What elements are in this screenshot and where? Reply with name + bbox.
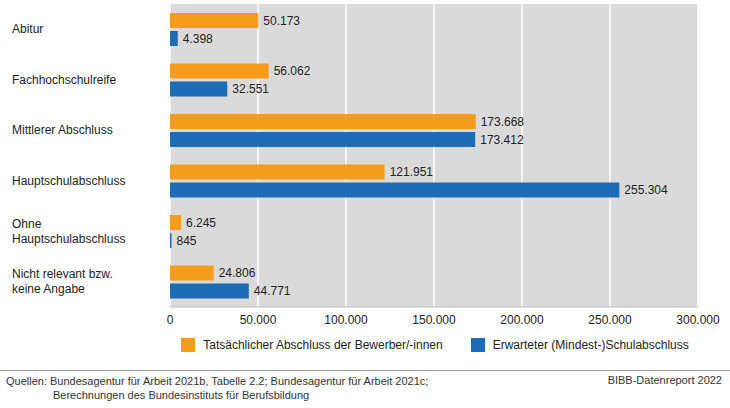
svg-text:100.000: 100.000 [324, 313, 368, 327]
svg-text:845: 845 [176, 234, 196, 248]
svg-text:OhneHauptschulabschluss: OhneHauptschulabschluss [12, 217, 125, 246]
svg-text:173.412: 173.412 [480, 133, 524, 147]
svg-text:6.245: 6.245 [186, 216, 216, 230]
svg-text:Nicht relevant bzw.keine Angab: Nicht relevant bzw.keine Angabe [12, 267, 113, 296]
svg-text:Fachhochschulreife: Fachhochschulreife [12, 73, 116, 87]
svg-text:32.551: 32.551 [232, 82, 269, 96]
svg-text:Mittlerer Abschluss: Mittlerer Abschluss [12, 123, 113, 137]
svg-text:56.062: 56.062 [274, 64, 311, 78]
svg-text:50.000: 50.000 [240, 313, 277, 327]
html-text:Erwarteter (Mindest-)Schulabsc: Erwarteter (Mindest-)Schulabschluss [492, 338, 689, 352]
svg-text:255.304: 255.304 [624, 183, 668, 197]
html-text:Quellen: Bundesagentur für Arb: Quellen: Bundesagentur für Arbeit 2021b,… [6, 375, 429, 387]
svg-text:4.398: 4.398 [183, 32, 213, 46]
html-text:Berechnungen des Bundesinstitu: Berechnungen des Bundesinstituts für Ber… [53, 389, 310, 401]
svg-text:150.000: 150.000 [412, 313, 456, 327]
svg-text:173.668: 173.668 [481, 115, 525, 129]
svg-text:0: 0 [167, 313, 174, 327]
svg-text:Abitur: Abitur [12, 22, 43, 36]
html-text:Tatsächlicher Abschluss der Be: Tatsächlicher Abschluss der Bewerber/-in… [203, 338, 443, 352]
svg-text:44.771: 44.771 [254, 284, 291, 298]
svg-text:250.000: 250.000 [588, 313, 632, 327]
html-text:BIBB-Datenreport 2022: BIBB-Datenreport 2022 [607, 374, 722, 386]
svg-text:24.806: 24.806 [219, 266, 256, 280]
svg-text:121.951: 121.951 [390, 165, 434, 179]
svg-text:200.000: 200.000 [500, 313, 544, 327]
svg-text:Hauptschulabschluss: Hauptschulabschluss [12, 174, 125, 188]
svg-text:50.173: 50.173 [263, 14, 300, 28]
svg-text:300.000: 300.000 [676, 313, 720, 327]
